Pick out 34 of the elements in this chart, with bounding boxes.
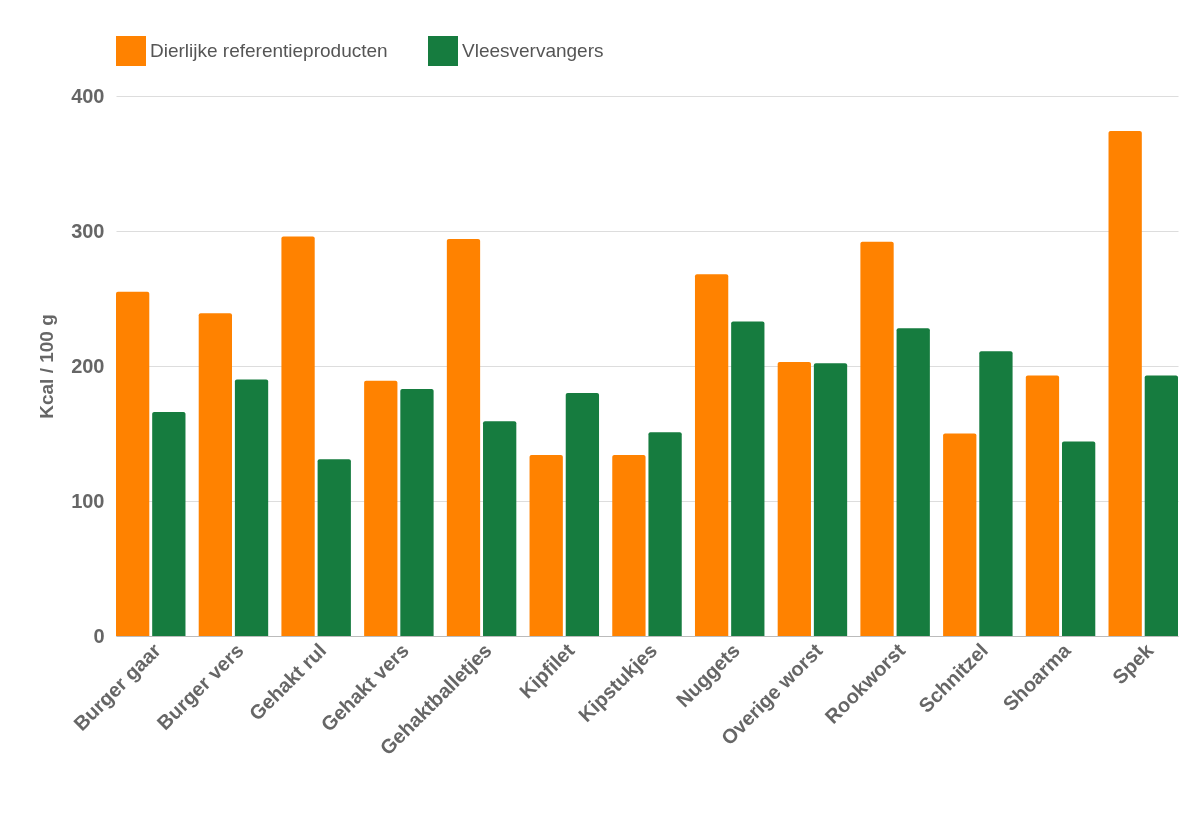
bar — [731, 321, 765, 636]
bar — [364, 380, 398, 636]
bar — [648, 432, 682, 636]
bar — [979, 351, 1013, 636]
y-tick-label: 0 — [93, 624, 105, 647]
bar — [612, 455, 646, 636]
bar — [1144, 375, 1178, 636]
bar — [813, 363, 848, 636]
bar — [234, 379, 269, 636]
y-tick-label: 300 — [71, 219, 105, 242]
legend-label: Dierlijke referentieproducten — [150, 40, 388, 61]
bar — [317, 459, 351, 636]
bar — [281, 236, 315, 636]
bar — [860, 241, 894, 636]
bar — [529, 455, 563, 636]
bar — [565, 393, 600, 636]
bar — [896, 328, 930, 636]
bar — [198, 313, 232, 636]
y-tick-label: 200 — [71, 354, 105, 377]
bar — [777, 361, 811, 636]
bar — [446, 239, 481, 636]
bar — [694, 274, 729, 636]
bar — [152, 411, 186, 636]
bar — [483, 421, 517, 636]
bar — [1062, 441, 1096, 636]
bar — [943, 433, 977, 636]
bar — [1025, 375, 1060, 636]
y-tick-label: 100 — [71, 489, 105, 512]
bar — [116, 291, 150, 636]
y-tick-label: 400 — [71, 84, 105, 107]
bar — [400, 388, 434, 636]
legend-label: Vleesvervangers — [462, 40, 604, 61]
bar — [1108, 131, 1142, 636]
y-axis-title: Kcal / 100 g — [36, 314, 58, 419]
